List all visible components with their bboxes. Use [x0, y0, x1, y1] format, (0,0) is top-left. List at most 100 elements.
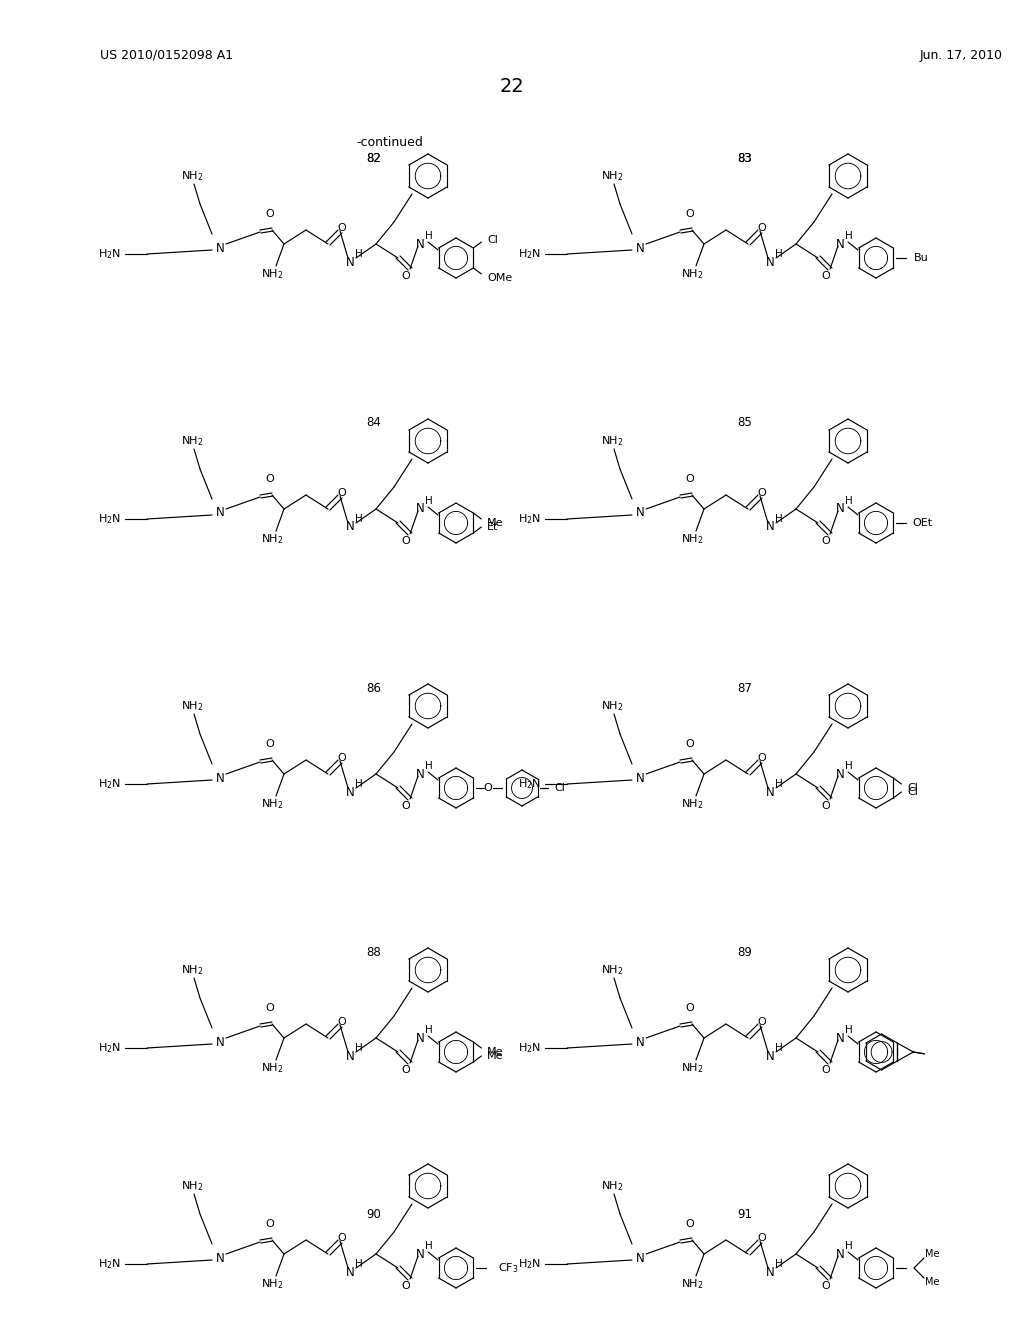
Text: NH$_2$: NH$_2$ — [681, 797, 703, 810]
Text: O: O — [483, 783, 493, 793]
Text: H$_2$N: H$_2$N — [518, 247, 541, 261]
Text: 82: 82 — [367, 152, 381, 165]
Text: N: N — [416, 1247, 424, 1261]
Text: O: O — [821, 1280, 830, 1291]
Text: N: N — [636, 1251, 644, 1265]
Text: O: O — [821, 1065, 830, 1074]
Text: N: N — [416, 503, 424, 516]
Text: O: O — [265, 1003, 274, 1012]
Text: N: N — [836, 767, 845, 780]
Text: H$_2$N: H$_2$N — [518, 1257, 541, 1271]
Text: N: N — [346, 785, 354, 799]
Text: Cl: Cl — [907, 787, 919, 797]
Text: Cl: Cl — [907, 783, 919, 793]
Text: O: O — [686, 1003, 694, 1012]
Text: NH$_2$: NH$_2$ — [261, 532, 284, 546]
Text: NH$_2$: NH$_2$ — [180, 169, 204, 183]
Text: OMe: OMe — [487, 273, 513, 282]
Text: 84: 84 — [367, 417, 381, 429]
Text: O: O — [686, 474, 694, 484]
Text: Me: Me — [487, 517, 504, 528]
Text: NH$_2$: NH$_2$ — [601, 964, 624, 977]
Text: Cl: Cl — [554, 783, 565, 793]
Text: OEt: OEt — [912, 517, 932, 528]
Text: NH$_2$: NH$_2$ — [681, 532, 703, 546]
Text: N: N — [836, 1247, 845, 1261]
Text: NH$_2$: NH$_2$ — [180, 964, 204, 977]
Text: NH$_2$: NH$_2$ — [681, 1061, 703, 1074]
Text: H: H — [425, 1241, 433, 1251]
Text: H$_2$N: H$_2$N — [98, 777, 121, 791]
Text: O: O — [265, 739, 274, 748]
Text: Me: Me — [925, 1276, 939, 1287]
Text: Me: Me — [925, 1249, 939, 1259]
Text: N: N — [216, 507, 224, 520]
Text: H: H — [775, 779, 783, 789]
Text: N: N — [836, 503, 845, 516]
Text: NH$_2$: NH$_2$ — [180, 700, 204, 713]
Text: 85: 85 — [737, 417, 753, 429]
Text: O: O — [758, 752, 766, 763]
Text: N: N — [346, 520, 354, 533]
Text: 88: 88 — [367, 945, 381, 958]
Text: H: H — [775, 1043, 783, 1053]
Text: H$_2$N: H$_2$N — [98, 1257, 121, 1271]
Text: O: O — [821, 801, 830, 810]
Text: H: H — [845, 1026, 853, 1035]
Text: H: H — [425, 496, 433, 506]
Text: H: H — [845, 1241, 853, 1251]
Text: H: H — [355, 1259, 362, 1269]
Text: O: O — [338, 1233, 346, 1243]
Text: O: O — [401, 1065, 411, 1074]
Text: H: H — [775, 249, 783, 259]
Text: NH$_2$: NH$_2$ — [601, 1179, 624, 1193]
Text: H: H — [775, 513, 783, 524]
Text: O: O — [338, 223, 346, 234]
Text: O: O — [265, 474, 274, 484]
Text: N: N — [636, 771, 644, 784]
Text: N: N — [766, 1049, 774, 1063]
Text: 83: 83 — [737, 152, 753, 165]
Text: N: N — [216, 1035, 224, 1048]
Text: 86: 86 — [367, 681, 381, 694]
Text: O: O — [401, 801, 411, 810]
Text: N: N — [416, 767, 424, 780]
Text: O: O — [686, 1218, 694, 1229]
Text: O: O — [821, 271, 830, 281]
Text: NH$_2$: NH$_2$ — [601, 169, 624, 183]
Text: N: N — [416, 1031, 424, 1044]
Text: H: H — [355, 1043, 362, 1053]
Text: 82: 82 — [367, 152, 381, 165]
Text: N: N — [636, 1035, 644, 1048]
Text: H: H — [845, 231, 853, 242]
Text: O: O — [758, 1233, 766, 1243]
Text: N: N — [766, 520, 774, 533]
Text: H: H — [425, 762, 433, 771]
Text: 83: 83 — [737, 152, 753, 165]
Text: N: N — [346, 1266, 354, 1279]
Text: H: H — [425, 1026, 433, 1035]
Text: H: H — [355, 513, 362, 524]
Text: O: O — [338, 1016, 346, 1027]
Text: NH$_2$: NH$_2$ — [601, 434, 624, 447]
Text: O: O — [758, 223, 766, 234]
Text: O: O — [821, 536, 830, 546]
Text: 91: 91 — [737, 1209, 753, 1221]
Text: Me: Me — [487, 1047, 504, 1057]
Text: -continued: -continued — [356, 136, 424, 149]
Text: N: N — [346, 1049, 354, 1063]
Text: Me: Me — [487, 1051, 504, 1061]
Text: 89: 89 — [737, 945, 753, 958]
Text: NH$_2$: NH$_2$ — [681, 267, 703, 281]
Text: O: O — [758, 488, 766, 498]
Text: O: O — [265, 209, 274, 219]
Text: NH$_2$: NH$_2$ — [681, 1278, 703, 1291]
Text: 22: 22 — [500, 77, 524, 95]
Text: O: O — [758, 1016, 766, 1027]
Text: O: O — [686, 209, 694, 219]
Text: NH$_2$: NH$_2$ — [180, 434, 204, 447]
Text: H$_2$N: H$_2$N — [518, 1041, 541, 1055]
Text: H: H — [845, 496, 853, 506]
Text: O: O — [265, 1218, 274, 1229]
Text: N: N — [636, 507, 644, 520]
